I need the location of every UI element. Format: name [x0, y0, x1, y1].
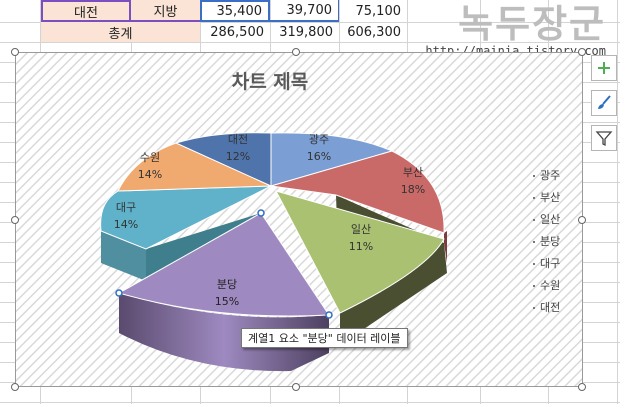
slice-daegu[interactable] [100, 185, 272, 250]
slice-ilsan[interactable] [275, 190, 445, 314]
legend-entry-4[interactable]: 대구 [540, 257, 560, 270]
side-daegu [101, 231, 146, 281]
chart-handle-mr[interactable] [578, 216, 586, 224]
legend-marker-3 [533, 241, 535, 243]
slice-handle[interactable] [325, 311, 333, 319]
legend-marker-6 [533, 307, 535, 309]
data-label-tooltip: 계열1 요소 "분당" 데이터 레이블 [241, 328, 408, 348]
cell-value-2[interactable]: 39,700 [270, 0, 339, 22]
data-label-2[interactable]: 일산 [351, 222, 371, 236]
slice-gwangju[interactable] [270, 132, 394, 187]
chart-handle-bl[interactable] [11, 383, 19, 391]
data-label-value-6[interactable]: 12% [226, 150, 250, 163]
chart-handle-tl[interactable] [11, 48, 19, 56]
slice-busan[interactable] [270, 150, 445, 234]
cell-sum-value-2[interactable]: 319,800 [279, 24, 333, 40]
data-label-3[interactable]: 분당 [217, 278, 237, 291]
data-label-value-4[interactable]: 14% [114, 218, 138, 231]
legend-entry-2[interactable]: 일산 [540, 212, 560, 226]
slice-suwon[interactable] [117, 142, 272, 192]
chart-handle-ml[interactable] [11, 216, 19, 224]
cell-name-daejeon[interactable]: 대전 [41, 0, 131, 22]
data-label-value-1[interactable]: 18% [401, 183, 425, 196]
chart-handle-tm[interactable] [292, 48, 300, 56]
data-labels: 광주 16% 부산 18% 일산 11% 분당 15% 대구 14% 수원 14% 대전 12% [114, 133, 425, 308]
legend-marker-0 [533, 175, 535, 177]
legend-marker-2 [533, 219, 535, 221]
slice-daejeon[interactable] [174, 132, 272, 187]
cell-value-1[interactable]: 35,400 [200, 0, 270, 22]
cell-sum-total[interactable]: 606,300 [347, 24, 401, 40]
chart-handle-bm[interactable] [292, 383, 300, 391]
chart-handle-tr[interactable] [578, 48, 586, 56]
legend-entry-5[interactable]: 수원 [540, 279, 560, 292]
brush-icon [598, 95, 611, 109]
cell-sum-value-1[interactable]: 286,500 [210, 24, 264, 40]
chart-elements-button[interactable] [591, 55, 617, 81]
cell-sum-label[interactable]: 총계 [41, 22, 200, 42]
legend-marker-4 [533, 263, 535, 265]
chart-title: 차트 제목 [232, 71, 309, 93]
data-label-value-0[interactable]: 16% [307, 150, 331, 163]
chart-filters-button[interactable] [591, 125, 617, 151]
data-label-value-2[interactable]: 11% [349, 240, 373, 253]
filter-icon [595, 131, 613, 147]
watermark-title: 녹두장군 [458, 2, 606, 46]
slice-handle[interactable] [115, 289, 123, 297]
chart-styles-button[interactable] [591, 90, 617, 116]
legend-entry-6[interactable]: 대전 [540, 301, 560, 314]
side-busan [444, 231, 447, 263]
legend-marker-1 [533, 197, 535, 199]
slice-bundang[interactable] [117, 212, 330, 317]
legend-marker-5 [533, 285, 535, 287]
legend-entry-1[interactable]: 부산 [540, 191, 560, 204]
data-label-5[interactable]: 수원 [140, 151, 160, 164]
legend-entry-0[interactable]: 광주 [540, 169, 560, 182]
slice-handle[interactable] [257, 209, 265, 217]
cell-total[interactable]: 75,100 [355, 3, 402, 19]
plus-icon [598, 62, 610, 74]
data-label-value-3[interactable]: 15% [215, 295, 239, 308]
data-label-4[interactable]: 대구 [116, 201, 136, 214]
chart-handle-br[interactable] [578, 383, 586, 391]
cell-region[interactable]: 지방 [131, 0, 200, 22]
data-label-0[interactable]: 광주 [309, 133, 329, 146]
data-label-1[interactable]: 부산 [403, 166, 423, 179]
side-bundang [119, 293, 329, 372]
legend-entry-3[interactable]: 분당 [540, 235, 560, 248]
data-label-value-5[interactable]: 14% [138, 168, 162, 181]
data-label-6[interactable]: 대전 [228, 133, 248, 146]
